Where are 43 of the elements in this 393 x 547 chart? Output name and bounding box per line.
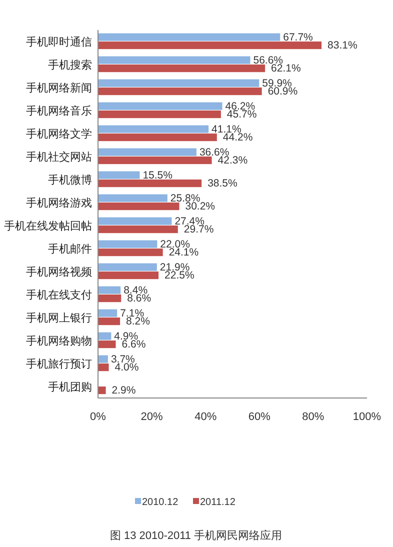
data-label: 44.2%	[222, 132, 253, 144]
x-tick-label: 60%	[248, 411, 271, 423]
y-tick-label: 手机在线支付	[26, 288, 92, 302]
data-label: 24.1%	[168, 246, 199, 258]
legend-label: 2010.12	[142, 497, 179, 508]
data-label: 42.3%	[218, 154, 248, 166]
x-tick-label: 100%	[352, 411, 382, 423]
data-label: 6.6%	[122, 338, 146, 350]
y-tick-label: 手机团购	[48, 380, 92, 394]
data-label: 29.7%	[184, 224, 214, 236]
data-label: 8.2%	[126, 316, 150, 328]
legend-label: 2011.12	[200, 497, 236, 508]
y-tick-label: 手机在线发帖回帖	[4, 220, 92, 232]
y-tick-label: 手机即时通信	[26, 36, 92, 48]
y-tick-label: 手机网络文学	[26, 128, 92, 140]
data-label: 83.1%	[328, 40, 358, 52]
data-label: 62.1%	[271, 62, 301, 74]
y-tick-label: 手机网络新闻	[26, 82, 92, 94]
y-tick-label: 手机旅行预订	[26, 358, 92, 370]
y-tick-label: 手机社交网站	[26, 150, 92, 164]
y-tick-label: 手机搜索	[48, 58, 92, 72]
data-label: 4.0%	[114, 362, 139, 374]
x-tick-label: 80%	[302, 411, 324, 423]
data-label: 30.2%	[185, 200, 216, 212]
data-label: 8.6%	[127, 292, 152, 304]
y-tick-label: 手机网上银行	[26, 312, 92, 324]
caption: 图 13 2010-2011 手机网民网络应用	[110, 529, 282, 542]
data-label: 22.5%	[164, 270, 194, 282]
x-tick-label: 0%	[90, 411, 106, 423]
x-tick-label: 20%	[140, 411, 164, 423]
data-label: 60.9%	[268, 86, 298, 98]
data-label: 67.7%	[283, 31, 313, 44]
x-tick-label: 40%	[194, 411, 217, 423]
data-label: 15.5%	[142, 169, 172, 182]
y-tick-label: 手机邮件	[48, 242, 92, 256]
y-tick-label: 手机网络音乐	[26, 104, 92, 118]
data-label: 2.9%	[112, 384, 136, 396]
data-label: 45.7%	[226, 108, 257, 120]
y-tick-label: 手机网络视频	[26, 266, 92, 278]
y-tick-label: 手机微博	[48, 174, 92, 186]
y-tick-label: 手机网络购物	[26, 334, 92, 348]
data-label: 38.5%	[208, 178, 238, 190]
y-tick-label: 手机网络游戏	[26, 196, 92, 210]
